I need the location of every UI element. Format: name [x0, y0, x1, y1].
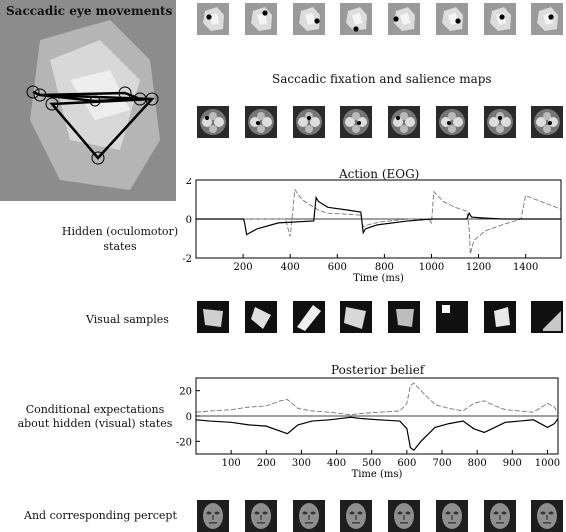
saccade-trajectory-diagram [26, 20, 160, 190]
series-line [196, 195, 561, 236]
visual-thumbnail [531, 301, 563, 333]
y-tick-label: -2 [182, 254, 192, 265]
percept-thumbnail [245, 500, 277, 532]
percept-thumbnail [531, 500, 563, 532]
y-tick-label: 20 [179, 387, 192, 398]
x-tick-label: 1200 [466, 262, 491, 273]
x-tick-label: 900 [503, 458, 522, 469]
x-tick-label: 600 [397, 458, 416, 469]
salience-thumbnail [388, 106, 420, 138]
salience-thumbnail [245, 106, 277, 138]
fixation-thumbnail [293, 3, 325, 35]
x-tick-label: 1400 [513, 262, 538, 273]
x-tick-label: 800 [468, 458, 487, 469]
x-tick-label: 200 [234, 262, 253, 273]
series-line [195, 416, 559, 452]
visual-thumbnail [484, 301, 516, 333]
salience-thumbnail [197, 106, 229, 138]
x-tick-label: 100 [222, 458, 241, 469]
percept-thumbnail [388, 500, 420, 532]
x-tick-label: 200 [257, 458, 276, 469]
series-line [196, 188, 562, 255]
conditional-label-line2: about hidden (visual) states [17, 417, 173, 430]
x-tick-label: 400 [281, 262, 300, 273]
visual-thumbnail [245, 301, 277, 333]
y-tick-label: 2 [186, 178, 192, 187]
x-tick-label: 1000 [535, 458, 560, 469]
fixation-thumbnail [436, 3, 468, 35]
fixation-thumbnail [531, 3, 563, 35]
visual-samples-label: Visual samples [86, 313, 169, 326]
percept-thumbnail [436, 500, 468, 532]
salience-thumbnail [293, 106, 325, 138]
y-tick-label: -20 [176, 437, 192, 448]
percept-thumbnail [293, 500, 325, 532]
action-chart-title: Action (EOG) [339, 167, 420, 181]
x-axis-label: Time (ms) [352, 469, 403, 480]
y-tick-label: 0 [186, 215, 192, 226]
salience-title: Saccadic fixation and salience maps [272, 72, 492, 86]
hidden-states-label-line1: Hidden (oculomotor) [61, 225, 179, 238]
salience-thumbnail [484, 106, 516, 138]
visual-thumbnail [197, 301, 229, 333]
salience-thumbnail [531, 106, 563, 138]
x-tick-label: 400 [327, 458, 346, 469]
saccade-image-panel: Saccadic eye movements [0, 0, 176, 201]
saccade-panel-title: Saccadic eye movements [6, 4, 173, 18]
x-axis-label: Time (ms) [353, 273, 404, 284]
fixation-thumbnail [197, 3, 229, 35]
percept-thumbnail [340, 500, 372, 532]
x-tick-label: 300 [292, 458, 311, 469]
series-line [195, 382, 559, 416]
visual-thumbnail [340, 301, 372, 333]
salience-thumbnail [436, 106, 468, 138]
visual-thumbnail [388, 301, 420, 333]
visual-thumbnail [293, 301, 325, 333]
hidden-states-label-line2: states [103, 240, 137, 253]
percept-thumbnail [197, 500, 229, 532]
percept-thumbnail [484, 500, 516, 532]
x-tick-label: 1000 [419, 262, 444, 273]
fixation-thumbnail [340, 3, 372, 35]
fixation-thumbnail [245, 3, 277, 35]
fixation-thumbnail [388, 3, 420, 35]
percept-label: And corresponding percept [24, 509, 177, 522]
x-tick-label: 700 [432, 458, 451, 469]
fixation-thumbnail [484, 3, 516, 35]
x-tick-label: 800 [375, 262, 394, 273]
x-tick-label: 600 [328, 262, 347, 273]
y-tick-label: 0 [186, 412, 192, 423]
action-eog-chart: 2 0 -2 200 400 600 800 1000 1200 1400 Time (ms) [182, 178, 562, 284]
visual-thumbnail [436, 301, 468, 333]
salience-thumbnail [340, 106, 372, 138]
posterior-chart-title: Posterior belief [331, 363, 425, 377]
conditional-label-line1: Conditional expectations [25, 403, 165, 416]
x-tick-label: 500 [362, 458, 381, 469]
